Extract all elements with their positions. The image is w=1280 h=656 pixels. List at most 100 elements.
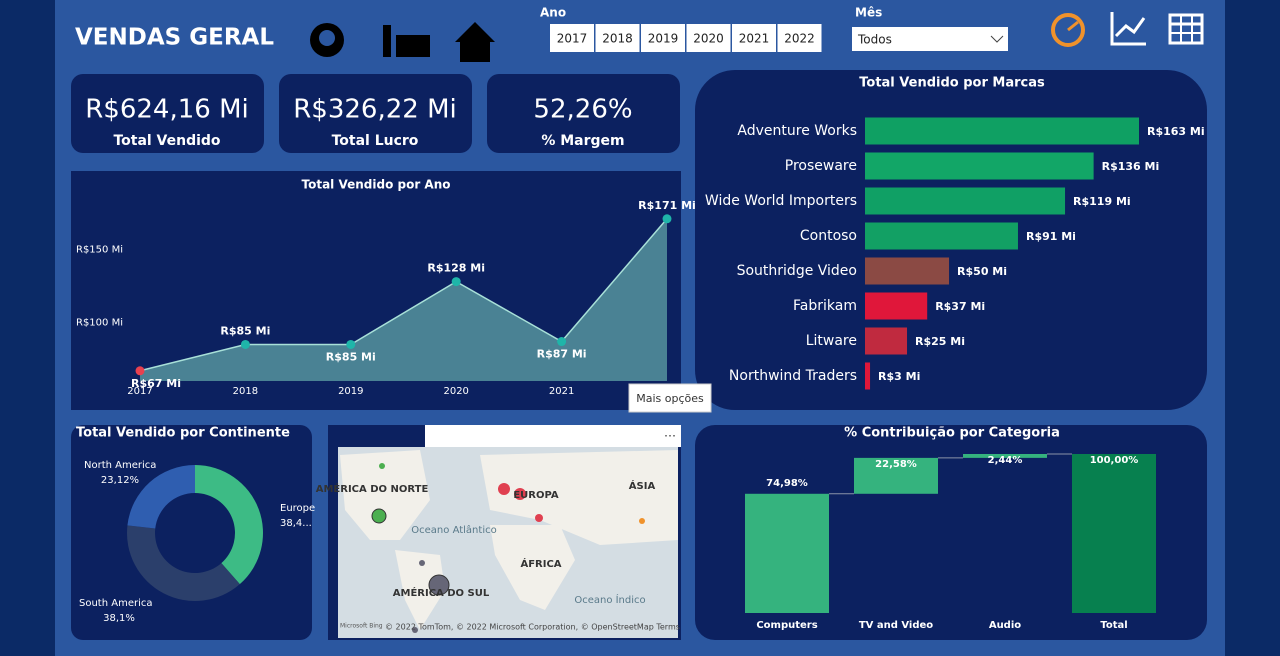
- kpi-value: 52,26%: [533, 95, 632, 125]
- kpi-card: [487, 74, 680, 153]
- bubble: [419, 560, 425, 566]
- data-label: 22,58%: [875, 459, 917, 470]
- page-title: VENDAS GERAL: [75, 25, 274, 51]
- land: [340, 450, 430, 540]
- x-tick-label: 2019: [338, 386, 363, 397]
- category-label: Northwind Traders: [729, 368, 857, 384]
- donut-slice: [127, 465, 195, 529]
- data-label: R$128 Mi: [427, 262, 485, 275]
- month-dropdown[interactable]: [852, 27, 1008, 51]
- marker: [346, 339, 356, 349]
- tooltip: Mais opções: [636, 392, 704, 405]
- category-label: Wide World Importers: [705, 193, 857, 209]
- line: [139, 218, 668, 372]
- year-button[interactable]: [641, 24, 685, 52]
- slice-label: Europe: [280, 503, 315, 514]
- data-label: R$87 Mi: [537, 348, 587, 361]
- chart-title: Total Vendido por Ano: [302, 178, 451, 192]
- waterfall-bar: [1072, 454, 1156, 613]
- data-label: R$136 Mi: [1102, 160, 1160, 173]
- year-filter-label: Ano: [540, 6, 566, 20]
- bar: [865, 362, 871, 390]
- year-button-label: 2020: [693, 32, 724, 46]
- more-options-icon[interactable]: ⋯: [664, 429, 676, 443]
- bar: [865, 257, 950, 285]
- bubble: [639, 518, 645, 524]
- map-label: AMÉRICA DO SUL: [393, 586, 490, 599]
- map-logo: Microsoft Bing: [340, 623, 383, 630]
- data-label: 74,98%: [766, 478, 808, 489]
- year-button-label: 2019: [648, 32, 679, 46]
- kpi-label: % Margem: [541, 133, 624, 149]
- data-label: R$25 Mi: [915, 335, 965, 348]
- bar: [865, 292, 928, 320]
- year-button-label: 2018: [602, 32, 633, 46]
- chart-title: Total Vendido por Marcas: [859, 76, 1045, 91]
- kpi-value: R$326,22 Mi: [293, 95, 457, 125]
- data-label: 2,44%: [988, 455, 1023, 466]
- bubble: [428, 574, 450, 596]
- data-label: R$163 Mi: [1147, 125, 1205, 138]
- map-label: ÁFRICA: [520, 557, 561, 570]
- donut-slice: [195, 465, 264, 585]
- kpi-card: [71, 74, 264, 153]
- y-tick-label: R$150 Mi: [76, 244, 123, 255]
- area: [140, 218, 667, 381]
- data-label: R$50 Mi: [957, 265, 1007, 278]
- category-label: Fabrikam: [793, 298, 857, 314]
- gauge-icon[interactable]: [1051, 13, 1085, 47]
- map: [338, 447, 678, 638]
- x-tick-label: Total: [1100, 620, 1127, 631]
- chart-icon[interactable]: [1110, 12, 1146, 46]
- slice-label: South America: [79, 598, 153, 609]
- marker: [451, 277, 461, 287]
- data-label: R$85 Mi: [220, 324, 270, 337]
- data-label: R$119 Mi: [1073, 195, 1131, 208]
- home-icon[interactable]: [455, 22, 495, 62]
- x-tick-label: 2020: [443, 386, 468, 397]
- year-button-label: 2017: [557, 32, 588, 46]
- bubble: [371, 508, 387, 524]
- bar: [865, 222, 1018, 250]
- linkedin-icon[interactable]: [383, 25, 430, 57]
- month-value: Todos: [857, 33, 892, 47]
- marker: [557, 337, 567, 347]
- x-tick-label: 2021: [549, 386, 574, 397]
- data-label: R$3 Mi: [878, 370, 920, 383]
- data-label: R$67 Mi: [131, 377, 181, 390]
- data-label: R$85 Mi: [326, 350, 376, 363]
- visual-toolbar[interactable]: [425, 425, 681, 447]
- x-tick-label: 2017: [127, 386, 152, 397]
- kpi-label: Total Vendido: [113, 133, 220, 149]
- map-label: ÁSIA: [629, 479, 656, 492]
- marker: [662, 214, 672, 224]
- year-button[interactable]: [595, 24, 640, 52]
- card-continent: [71, 425, 312, 640]
- dropdown-arrow: [990, 35, 1004, 43]
- side-left: [0, 0, 55, 656]
- year-button-label: 2022: [784, 32, 815, 46]
- table-icon[interactable]: [1168, 13, 1204, 45]
- land: [395, 550, 445, 630]
- data-label: 100,00%: [1090, 455, 1139, 466]
- waterfall-bar: [854, 457, 938, 494]
- bar: [865, 187, 1066, 215]
- year-button[interactable]: [732, 24, 776, 52]
- chart-title: % Contribuição por Categoria: [844, 426, 1060, 441]
- bubble: [412, 627, 418, 633]
- slice-label: North America: [84, 460, 156, 471]
- data-label: R$91 Mi: [1026, 230, 1076, 243]
- marker: [135, 366, 145, 376]
- year-button[interactable]: [550, 24, 594, 52]
- map-label: Oceano Atlântico: [411, 524, 496, 536]
- year-button[interactable]: [777, 24, 822, 52]
- month-filter-label: Mês: [855, 6, 882, 20]
- bar: [865, 117, 1139, 145]
- category-label: Proseware: [785, 158, 857, 174]
- year-button[interactable]: [686, 24, 731, 52]
- bubble: [514, 488, 526, 500]
- category-label: Contoso: [800, 228, 857, 244]
- github-icon[interactable]: [310, 23, 344, 57]
- y-tick-label: R$100 Mi: [76, 318, 123, 329]
